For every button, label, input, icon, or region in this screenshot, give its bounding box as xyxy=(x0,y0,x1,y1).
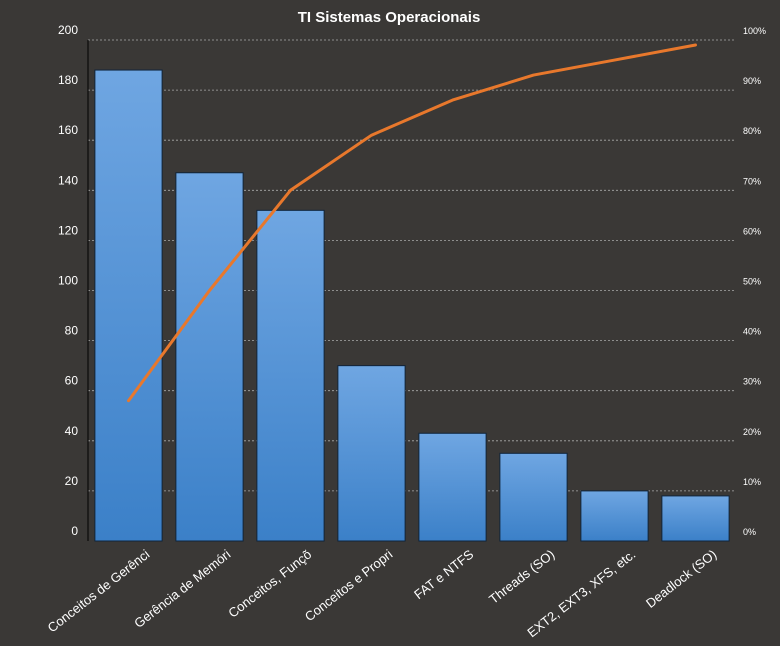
x-tick-label: Conceitos e Propri xyxy=(302,546,396,624)
left-tick-label: 100 xyxy=(58,274,78,288)
left-tick-label: 140 xyxy=(58,173,78,187)
left-tick-label: 180 xyxy=(58,73,78,87)
x-tick-label: Threads (SO) xyxy=(486,547,557,607)
left-tick-label: 60 xyxy=(65,374,79,388)
bar xyxy=(176,173,243,541)
bar xyxy=(257,210,324,541)
left-tick-label: 200 xyxy=(58,23,78,37)
bar xyxy=(95,70,162,541)
left-axis-ticks: 0 20 40 60 80 100 120 140 160 180 200 xyxy=(58,23,78,538)
bar xyxy=(581,491,648,541)
bar xyxy=(662,496,729,541)
bar xyxy=(338,366,405,541)
bar xyxy=(419,433,486,541)
right-tick-label: 40% xyxy=(743,327,761,337)
x-tick-label: FAT e NTFS xyxy=(411,546,476,602)
bars xyxy=(95,70,729,541)
bar xyxy=(500,453,567,541)
right-tick-label: 10% xyxy=(743,477,761,487)
right-tick-label: 80% xyxy=(743,126,761,136)
right-tick-label: 60% xyxy=(743,226,761,236)
right-tick-label: 30% xyxy=(743,377,761,387)
x-tick-label: Deadlock (SO) xyxy=(643,547,719,611)
right-tick-label: 0% xyxy=(743,527,756,537)
left-tick-label: 160 xyxy=(58,123,78,137)
x-tick-label: Conceitos, Funçõ xyxy=(225,547,314,621)
right-tick-label: 50% xyxy=(743,277,761,287)
right-tick-label: 90% xyxy=(743,76,761,86)
left-tick-label: 0 xyxy=(71,524,78,538)
right-tick-label: 70% xyxy=(743,176,761,186)
left-tick-label: 40 xyxy=(65,424,79,438)
right-tick-label: 20% xyxy=(743,427,761,437)
left-tick-label: 80 xyxy=(65,324,79,338)
right-axis-ticks: 0% 10% 20% 30% 40% 50% 60% 70% 80% 90% 100% xyxy=(743,26,766,537)
left-tick-label: 20 xyxy=(65,474,79,488)
left-tick-label: 120 xyxy=(58,223,78,237)
right-tick-label: 100% xyxy=(743,26,766,36)
chart-title: TI Sistemas Operacionais xyxy=(298,9,481,26)
